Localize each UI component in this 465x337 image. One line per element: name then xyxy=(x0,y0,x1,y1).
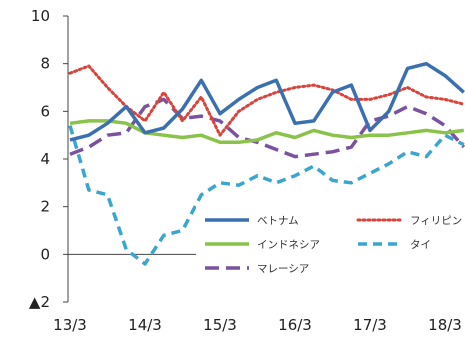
series-line-0 xyxy=(69,61,465,142)
y-tick-label: 2 xyxy=(40,198,50,216)
legend-label: フィリピン xyxy=(410,215,462,227)
series-line-3 xyxy=(68,125,465,266)
x-tick-label: 13/3 xyxy=(53,316,87,334)
series-line-4 xyxy=(69,97,465,159)
x-axis: 13/3 14/3 15/3 16/3 17/3 18/3 xyxy=(53,253,465,334)
x-tick-label: 14/3 xyxy=(128,316,162,334)
x-tick-label: 16/3 xyxy=(278,316,312,334)
legend-background xyxy=(196,204,465,280)
y-tick-label: ▲2 xyxy=(29,293,50,311)
legend-label: インドネシア xyxy=(257,239,320,251)
y-tick-label: 8 xyxy=(40,55,50,73)
y-tick-label: 6 xyxy=(40,102,50,120)
y-tick-label: 0 xyxy=(40,245,50,263)
y-tick-label: 4 xyxy=(40,150,50,168)
x-tick-label: 18/3 xyxy=(428,316,462,334)
legend-label: タイ xyxy=(410,239,431,251)
x-tick-label: 15/3 xyxy=(203,316,237,334)
series-line-2 xyxy=(69,119,465,145)
legend-label: マレーシア xyxy=(257,263,309,275)
series-lines xyxy=(68,61,465,266)
y-axis: 10 8 6 4 2 0 ▲2 xyxy=(29,7,69,311)
legend-label: ベトナム xyxy=(257,215,299,227)
x-tick-label: 17/3 xyxy=(353,316,387,334)
y-tick-label: 10 xyxy=(31,7,50,25)
